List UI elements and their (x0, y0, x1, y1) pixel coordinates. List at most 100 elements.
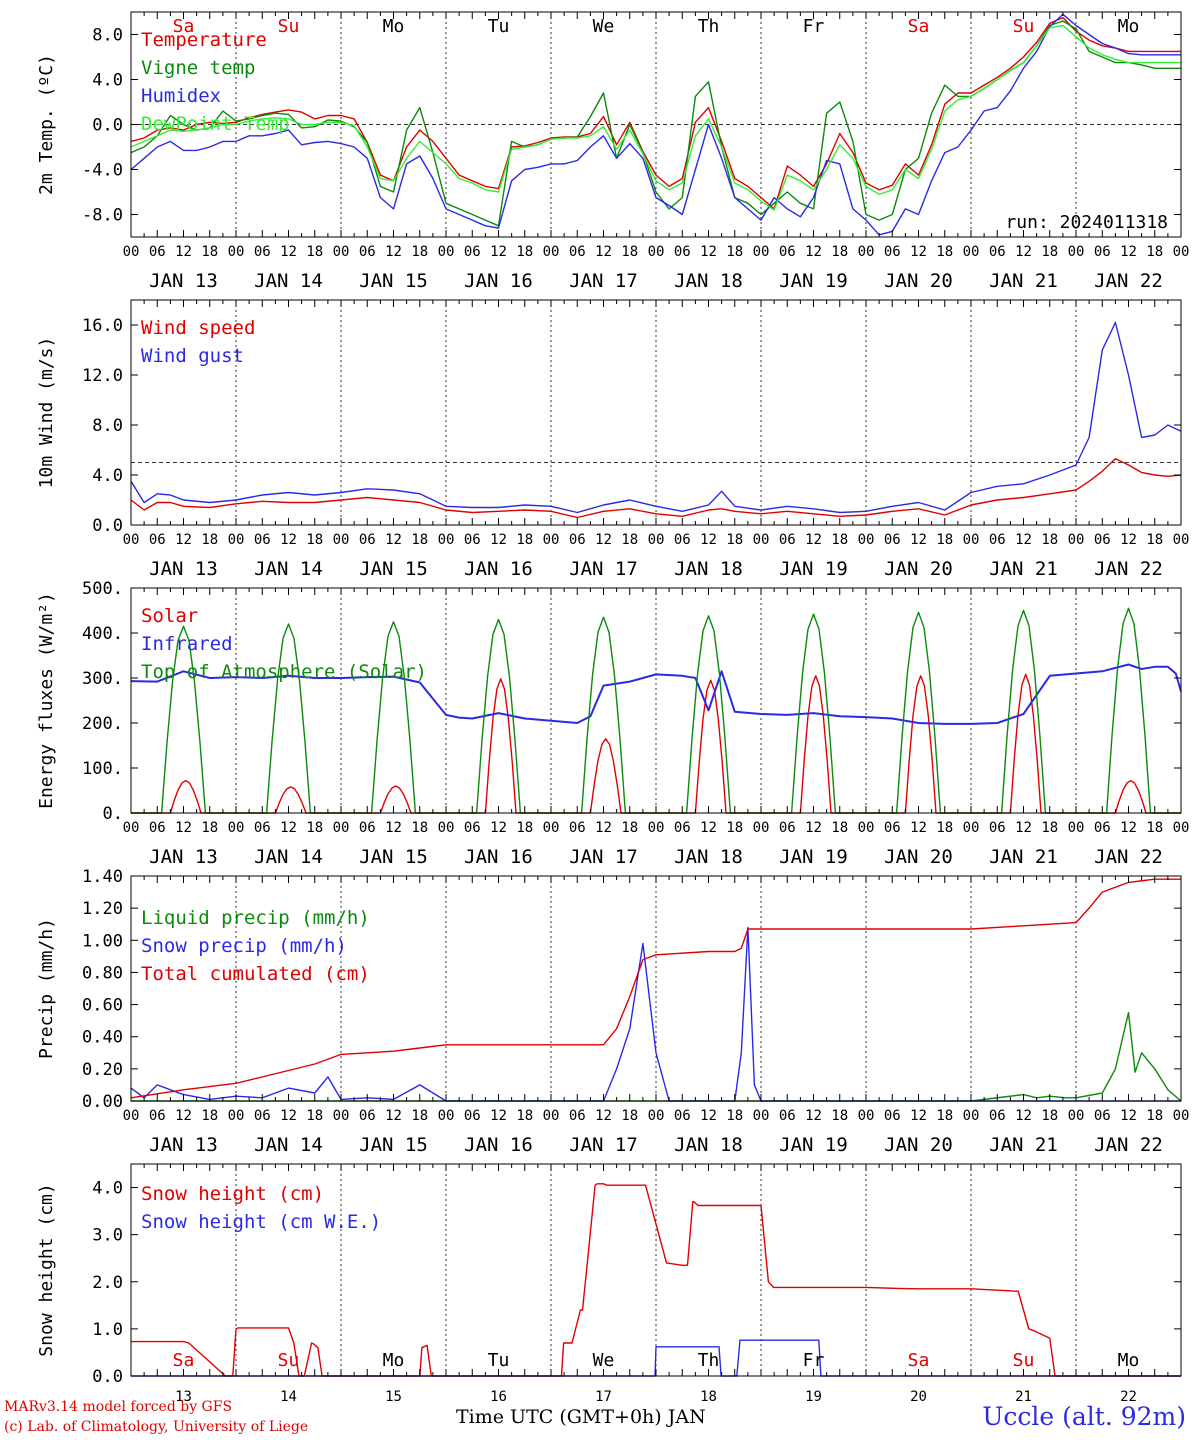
y-tick-label: 0.0 (92, 116, 123, 136)
hour-label: 00 (543, 820, 560, 836)
hour-label: 00 (963, 532, 980, 548)
date-label: JAN 15 (359, 1134, 428, 1156)
date-label: JAN 20 (884, 1134, 953, 1156)
date-label: JAN 20 (884, 558, 953, 580)
hour-label: 18 (936, 532, 953, 548)
legend-snow-precip-mm-h-: Snow precip (mm/h) (141, 935, 347, 957)
y-tick-label: 300. (82, 669, 123, 689)
hour-label: 12 (595, 1108, 612, 1124)
y-tick-label: 4.0 (92, 466, 123, 486)
hour-label: 06 (464, 244, 481, 260)
hour-label: 12 (385, 1108, 402, 1124)
hour-label: 18 (1041, 820, 1058, 836)
date-label: JAN 14 (254, 558, 323, 580)
date-label: JAN 17 (569, 558, 638, 580)
hour-label: 00 (1068, 532, 1085, 548)
lab-credit: (c) Lab. of Climatology, University of L… (4, 1419, 309, 1435)
hour-label: 00 (228, 244, 245, 260)
hour-label: 12 (805, 244, 822, 260)
date-label: JAN 13 (149, 270, 218, 292)
hour-label: 18 (936, 244, 953, 260)
day-number-label: 14 (280, 1389, 297, 1405)
y-tick-label: -8.0 (82, 206, 123, 226)
weekday-label-top: Su (278, 16, 300, 37)
hour-label: 00 (123, 532, 140, 548)
hour-label: 18 (831, 1108, 848, 1124)
hour-label: 18 (411, 244, 428, 260)
hour-label: 12 (280, 1108, 297, 1124)
hour-label: 18 (201, 532, 218, 548)
panel-3 (130, 587, 1182, 814)
hour-label: 18 (726, 244, 743, 260)
hour-label: 12 (175, 532, 192, 548)
hour-label: 00 (438, 532, 455, 548)
hour-label: 00 (858, 532, 875, 548)
y-axis-label: 2m Temp. (ºC) (36, 54, 57, 195)
hour-label: 06 (569, 1108, 586, 1124)
hour-label: 00 (858, 820, 875, 836)
x-axis-title: Time UTC (GMT+0h) JAN (456, 1406, 706, 1428)
hour-label: 00 (438, 820, 455, 836)
hour-label: 00 (333, 820, 350, 836)
date-label: JAN 19 (779, 1134, 848, 1156)
y-tick-label: 16.0 (82, 316, 123, 336)
hour-label: 06 (254, 1108, 271, 1124)
hour-label: 00 (753, 532, 770, 548)
date-label: JAN 20 (884, 270, 953, 292)
series-dewpoint-temp (130, 24, 1181, 211)
hour-label: 18 (1146, 820, 1163, 836)
hour-label: 12 (280, 532, 297, 548)
hour-label: 00 (753, 1108, 770, 1124)
hour-label: 06 (1094, 820, 1111, 836)
y-tick-label: -4.0 (82, 161, 123, 181)
y-tick-label: 0.40 (82, 1028, 123, 1048)
hour-label: 00 (123, 244, 140, 260)
hour-label: 12 (1015, 820, 1032, 836)
hour-label: 00 (543, 244, 560, 260)
hour-label: 00 (963, 244, 980, 260)
date-label: JAN 22 (1094, 558, 1163, 580)
hour-label: 00 (543, 1108, 560, 1124)
hour-label: 06 (884, 532, 901, 548)
hour-label: 06 (989, 1108, 1006, 1124)
hour-label: 12 (1120, 820, 1137, 836)
hour-label: 00 (438, 244, 455, 260)
date-label: JAN 20 (884, 846, 953, 868)
y-tick-label: 0.60 (82, 996, 123, 1016)
hour-label: 12 (805, 820, 822, 836)
day-number-label: 21 (1015, 1389, 1032, 1405)
hour-label: 00 (858, 1108, 875, 1124)
y-axis-label: Energy fluxes (W/m²) (36, 592, 57, 809)
date-label: JAN 22 (1094, 846, 1163, 868)
date-label: JAN 16 (464, 270, 533, 292)
hour-label: 12 (700, 532, 717, 548)
legend-snow-height-cm-w-e-: Snow height (cm W.E.) (141, 1211, 381, 1233)
y-axis-label: 10m Wind (m/s) (36, 337, 57, 489)
hour-label: 18 (936, 820, 953, 836)
date-label: JAN 15 (359, 270, 428, 292)
legend-solar: Solar (141, 605, 198, 627)
legend-liquid-precip-mm-h-: Liquid precip (mm/h) (141, 907, 370, 929)
weekday-label-bottom: Tu (488, 1350, 510, 1371)
weekday-label-top: Sa (908, 16, 930, 37)
hour-label: 00 (333, 244, 350, 260)
weekday-label-top: Tu (488, 16, 510, 37)
hour-label: 00 (753, 244, 770, 260)
y-tick-label: 100. (82, 759, 123, 779)
y-tick-label: 0.00 (82, 1092, 123, 1112)
hour-label: 00 (858, 244, 875, 260)
hour-label: 18 (411, 532, 428, 548)
y-axis-label: Snow height (cm) (36, 1183, 57, 1356)
hour-label: 18 (201, 244, 218, 260)
hour-label: 18 (1146, 532, 1163, 548)
hour-label: 18 (516, 820, 533, 836)
date-label: JAN 19 (779, 846, 848, 868)
day-number-label: 19 (805, 1389, 822, 1405)
hour-label: 06 (149, 820, 166, 836)
hour-label: 18 (201, 1108, 218, 1124)
hour-label: 00 (543, 532, 560, 548)
date-label: JAN 18 (674, 270, 743, 292)
hour-label: 12 (1120, 244, 1137, 260)
weekday-label-top: Mo (1118, 16, 1140, 37)
hour-label: 00 (1173, 244, 1190, 260)
